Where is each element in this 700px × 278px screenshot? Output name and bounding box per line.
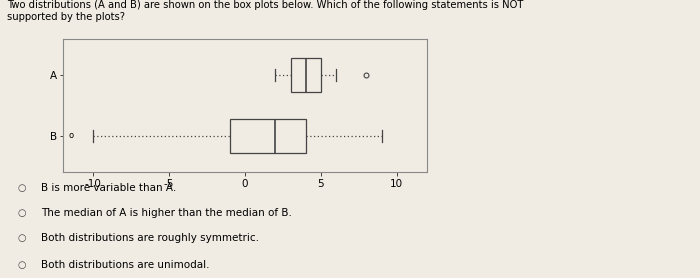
Text: ○: ○ bbox=[18, 207, 26, 217]
Bar bbox=[230, 119, 306, 153]
Text: ○: ○ bbox=[18, 183, 26, 193]
Text: o: o bbox=[68, 131, 73, 140]
Text: Both distributions are roughly symmetric.: Both distributions are roughly symmetric… bbox=[41, 233, 258, 243]
Text: Both distributions are unimodal.: Both distributions are unimodal. bbox=[41, 260, 209, 270]
Bar bbox=[290, 58, 321, 92]
Text: B is more variable than A.: B is more variable than A. bbox=[41, 183, 176, 193]
Text: ○: ○ bbox=[18, 260, 26, 270]
Text: Two distributions (A and B) are shown on the box plots below. Which of the follo: Two distributions (A and B) are shown on… bbox=[7, 0, 524, 22]
Text: ○: ○ bbox=[18, 233, 26, 243]
Text: The median of A is higher than the median of B.: The median of A is higher than the media… bbox=[41, 207, 291, 217]
